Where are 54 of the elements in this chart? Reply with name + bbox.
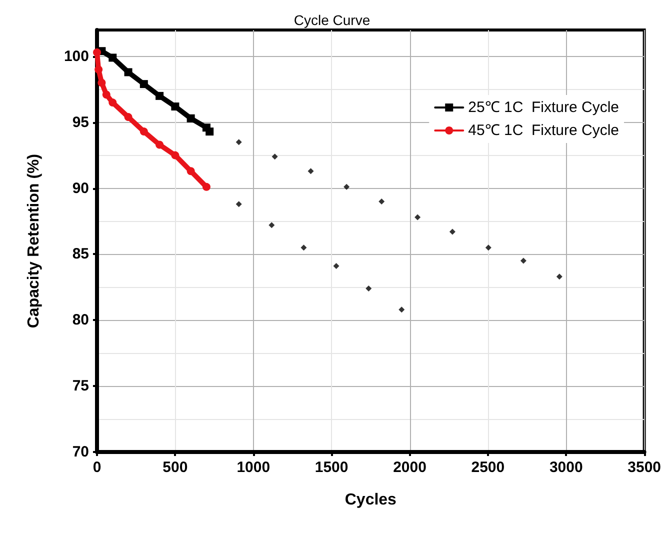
y-tick-label: 85	[72, 246, 89, 263]
point	[378, 198, 385, 204]
point	[124, 68, 132, 76]
y-tick-label: 95	[72, 114, 89, 131]
point	[124, 113, 132, 122]
point	[102, 90, 110, 99]
point	[333, 263, 340, 270]
x-tick-label: 0	[92, 459, 102, 476]
point	[520, 258, 526, 264]
point	[236, 139, 242, 146]
point	[186, 114, 195, 122]
x-tick-label: 3000	[549, 459, 583, 476]
point	[556, 274, 562, 280]
y-tick-label: 100	[64, 48, 89, 65]
x-tick-label: 2000	[393, 459, 426, 476]
y-axis-title: Capacity Retention (%)	[26, 154, 42, 328]
point	[485, 244, 492, 251]
legend-label: 45℃ 1C Fixture Cycle	[468, 122, 620, 139]
point	[300, 244, 307, 251]
point	[414, 214, 421, 220]
point	[398, 306, 405, 313]
point	[94, 66, 103, 74]
x-tick-label: 2500	[471, 459, 505, 476]
point	[171, 102, 180, 110]
point	[344, 184, 350, 190]
point	[308, 168, 314, 174]
x-tick-label: 3500	[628, 459, 662, 476]
point	[449, 228, 456, 235]
y-tick-label: 75	[72, 378, 89, 395]
point	[140, 128, 148, 136]
x-axis-title: Cycles	[344, 492, 397, 508]
point	[202, 182, 210, 191]
point	[171, 151, 180, 160]
y-tick-label: 90	[72, 180, 89, 197]
point	[108, 98, 117, 107]
x-tick-label: 1000	[236, 459, 270, 476]
point	[108, 54, 117, 62]
x-tick-label: 1500	[314, 459, 348, 476]
y-tick-label: 80	[72, 312, 89, 329]
legend-label: 25℃ 1C Fixture Cycle	[468, 99, 620, 116]
point	[93, 48, 101, 56]
point	[156, 92, 164, 100]
x-tick-label: 500	[162, 459, 188, 476]
point	[140, 80, 148, 88]
point	[366, 285, 372, 292]
point	[236, 201, 242, 208]
chart-title: Cycle Curve	[294, 12, 370, 28]
point	[98, 78, 106, 87]
point	[272, 154, 278, 160]
y-tick-label: 70	[72, 444, 89, 460]
point	[156, 140, 164, 149]
point	[186, 167, 195, 176]
point	[206, 128, 214, 136]
point	[268, 222, 275, 228]
